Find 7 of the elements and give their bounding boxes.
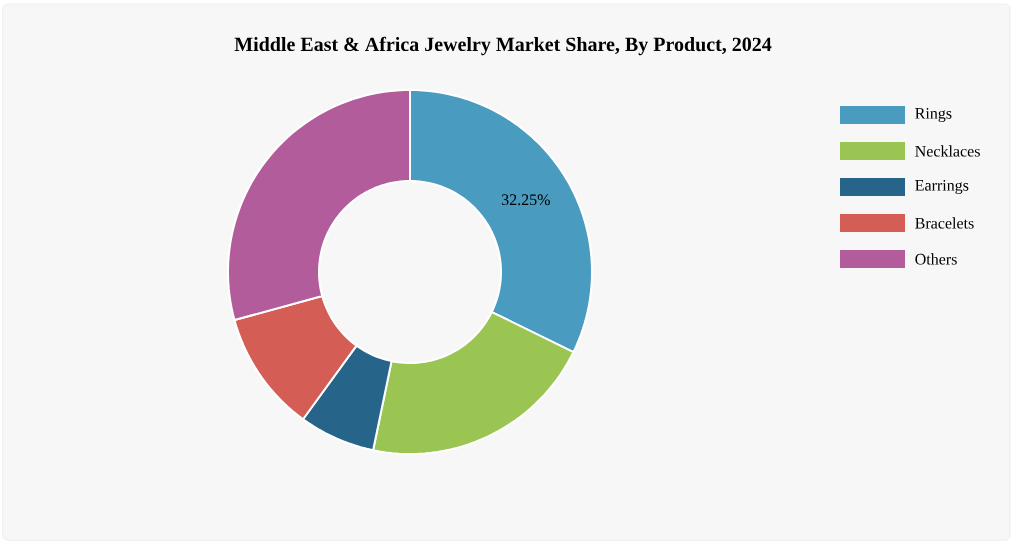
legend-label: Rings bbox=[915, 107, 952, 123]
data-label: 32.25% bbox=[501, 194, 550, 206]
legend-label: Earrings bbox=[915, 179, 969, 195]
legend-label: Bracelets bbox=[915, 217, 974, 229]
legend-label: Others bbox=[915, 253, 957, 265]
chart-title: Middle East & Africa Jewelry Market Share, By Product, 2024 bbox=[234, 36, 772, 56]
legend-label: Necklaces bbox=[915, 145, 980, 157]
